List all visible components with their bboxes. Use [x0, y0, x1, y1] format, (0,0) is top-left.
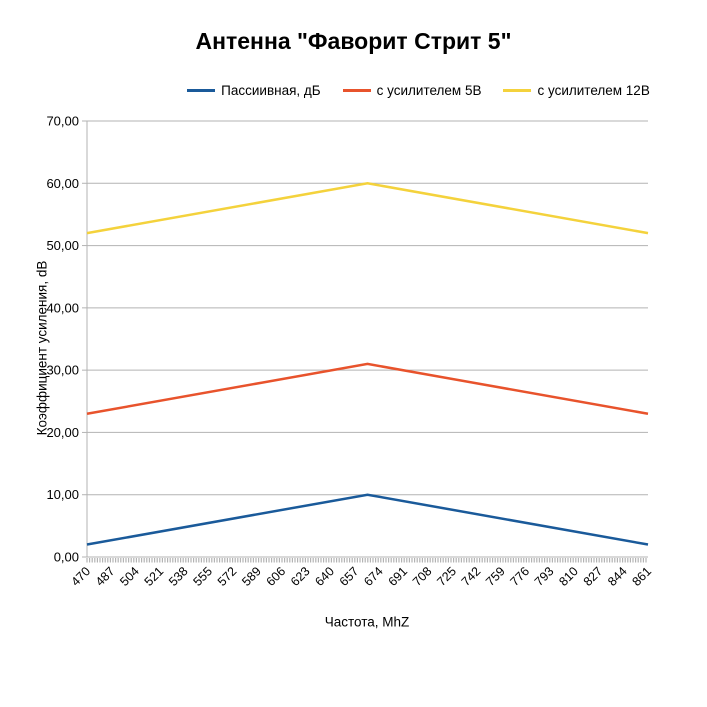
x-tick-label: 742 — [459, 564, 484, 589]
series-line-2 — [86, 362, 649, 415]
x-tick-label: 810 — [556, 564, 581, 589]
x-tick-label: 691 — [386, 564, 411, 589]
y-tick-label: 0,00 — [54, 550, 79, 565]
y-tick-label: 30,00 — [46, 363, 79, 378]
x-axis-title: Частота, MhZ — [324, 614, 410, 630]
x-tick-label: 606 — [264, 564, 289, 589]
x-tick-label: 640 — [312, 564, 337, 589]
legend-label: с усилителем 5В — [376, 82, 482, 98]
legend-label: Пассиивная, дБ — [221, 82, 321, 98]
y-tick-label: 10,00 — [46, 487, 79, 502]
y-tick-label: 40,00 — [46, 300, 79, 315]
x-tick-label: 623 — [288, 564, 313, 589]
x-tick-label: 725 — [434, 564, 459, 589]
legend-line-swatch — [187, 88, 216, 92]
y-tick-label: 20,00 — [46, 425, 79, 440]
chart-legend: Пассиивная, дБ с усилителем 5В с усилителе… — [0, 81, 707, 99]
x-tick-label: 657 — [337, 564, 362, 589]
legend-label: с усилителем 12В — [537, 82, 650, 98]
series-line-1 — [86, 493, 649, 546]
series-line-3 — [86, 182, 649, 235]
x-tick-label: 759 — [483, 564, 508, 589]
legend-item-2: с усилителем 5В — [342, 82, 482, 98]
x-tick-label: 776 — [508, 564, 533, 589]
x-tick-label: 504 — [117, 564, 142, 589]
x-tick-label: 470 — [68, 564, 93, 589]
x-tick-label: 555 — [190, 564, 215, 589]
x-tick-label: 861 — [629, 564, 654, 589]
x-tick-label: 589 — [239, 564, 264, 589]
y-tick-label: 70,00 — [46, 114, 79, 129]
x-tick-label: 793 — [532, 564, 557, 589]
x-tick-label: 674 — [361, 564, 386, 589]
legend-item-3: с усилителем 12В — [503, 82, 650, 98]
x-tick-label: 521 — [142, 564, 167, 589]
x-tick-label: 487 — [93, 564, 118, 589]
legend-line-swatch — [503, 88, 532, 92]
x-tick-label: 844 — [605, 564, 630, 589]
y-tick-label: 50,00 — [46, 238, 79, 253]
x-tick-label: 708 — [410, 564, 435, 589]
legend-line-swatch — [342, 88, 371, 92]
legend-item-1: Пассиивная, дБ — [187, 82, 321, 98]
x-tick-label: 827 — [581, 564, 606, 589]
chart-title: Антенна "Фаворит Стрит 5" — [195, 28, 512, 54]
x-tick-label: 538 — [166, 564, 191, 589]
y-tick-label: 60,00 — [46, 176, 79, 191]
x-tick-label: 572 — [215, 564, 240, 589]
